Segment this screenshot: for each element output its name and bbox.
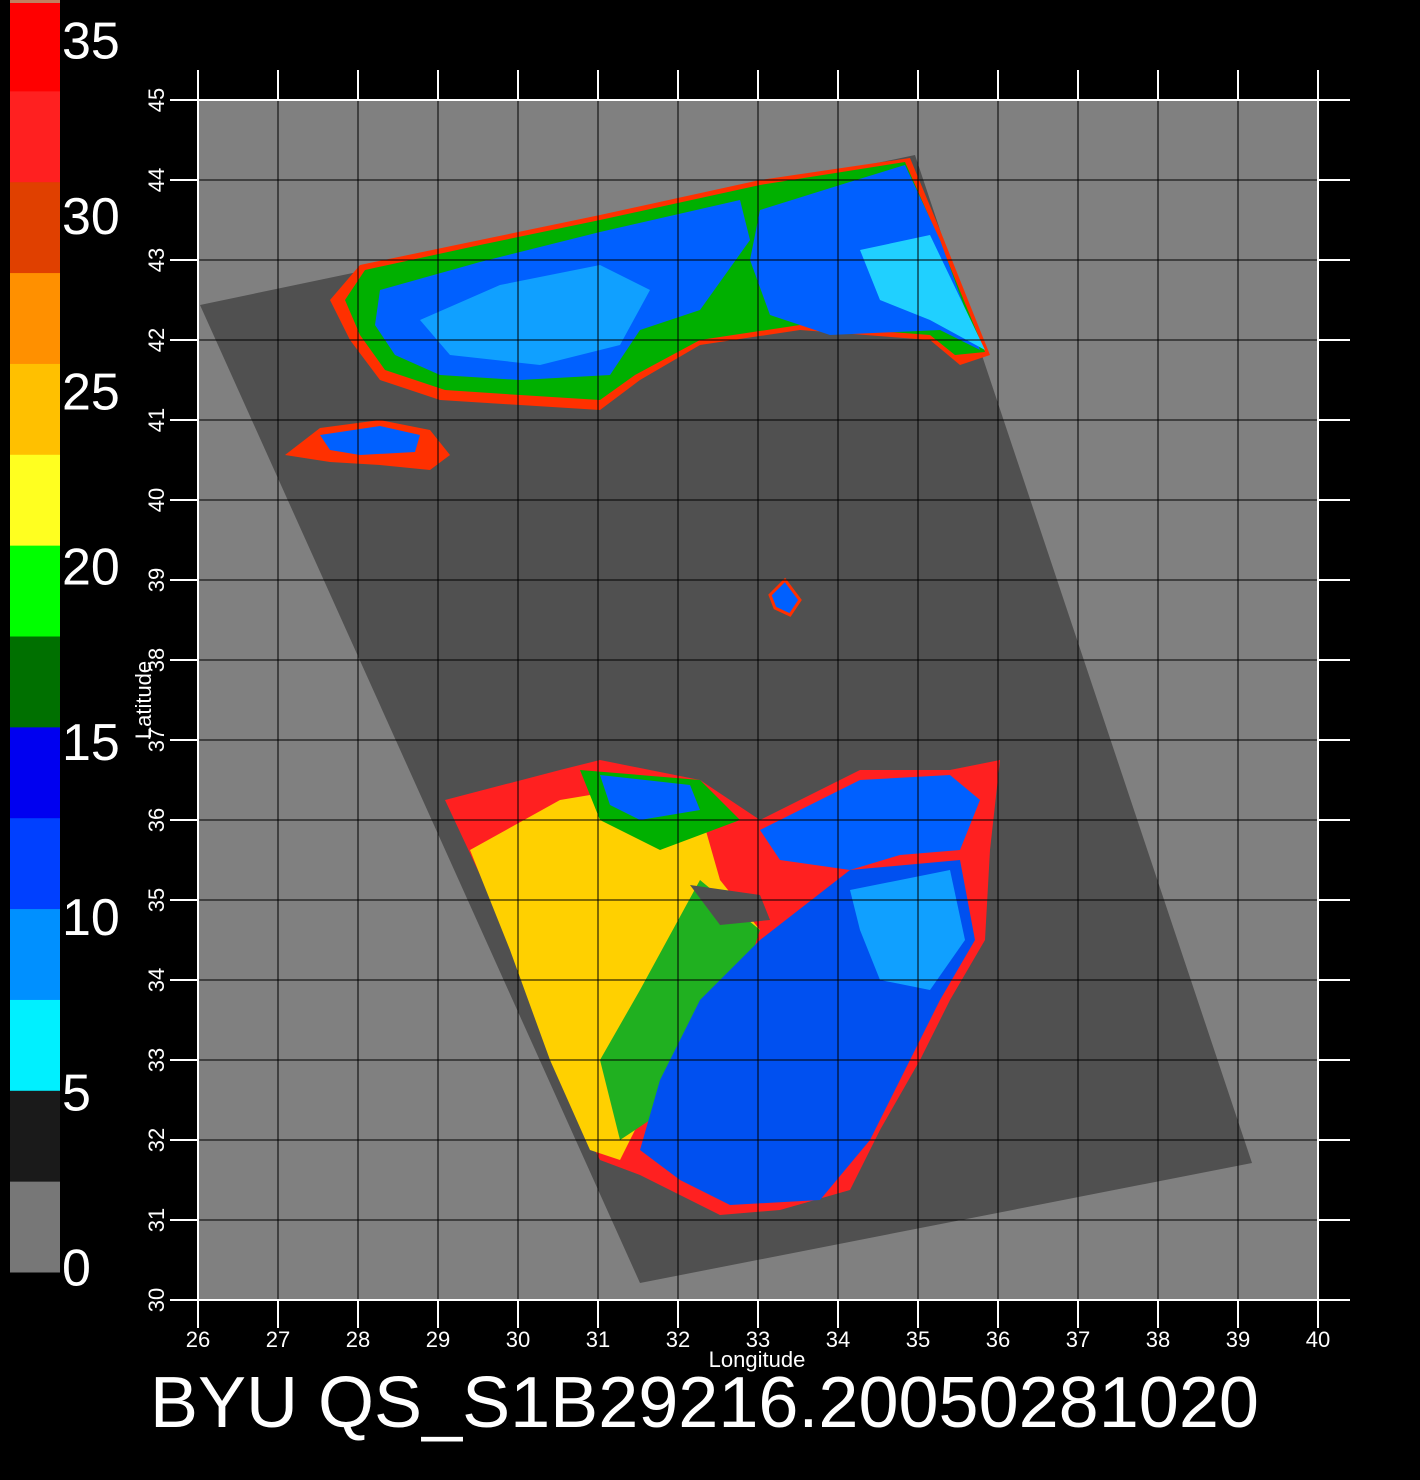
y-tick-label: 36 (144, 808, 169, 832)
wind-region (768, 577, 802, 617)
x-tick-label: 39 (1226, 1327, 1250, 1352)
y-tick-label: 32 (144, 1128, 169, 1152)
land-gap (690, 885, 770, 925)
x-tick-label: 40 (1306, 1327, 1330, 1352)
title: BYU QS_S1B29216.20050281020 (150, 1363, 1259, 1443)
x-tick-label: 34 (826, 1327, 850, 1352)
x-tick-label: 31 (586, 1327, 610, 1352)
x-tick-label: 33 (746, 1327, 770, 1352)
y-tick-label: 40 (144, 488, 169, 512)
colorbar-segment (10, 1090, 60, 1182)
swath (200, 155, 1252, 1283)
y-tick-label: 42 (144, 328, 169, 352)
colorbar-segment (10, 363, 60, 455)
colorbar-segment (10, 817, 60, 910)
y-tick-label: 35 (144, 888, 169, 912)
y-tick-label: 30 (144, 1288, 169, 1312)
colorbar-segment (10, 1181, 60, 1273)
x-tick-label: 26 (186, 1327, 210, 1352)
plot-frame (197, 99, 1319, 1301)
colorbar-tick-label: 5 (62, 1064, 91, 1122)
wind-region (600, 775, 700, 820)
y-tick-label: 37 (144, 728, 169, 752)
colorbar-segment (10, 726, 60, 819)
x-tick-label: 27 (266, 1327, 290, 1352)
y-tick-label: 31 (144, 1208, 169, 1232)
colorbar-tick-label: 15 (62, 714, 120, 772)
y-tick-label: 41 (144, 408, 169, 432)
colorbar-tick-label: 25 (62, 363, 120, 421)
wind-region (600, 880, 760, 1140)
x-tick-label: 36 (986, 1327, 1010, 1352)
y-tick-label: 34 (144, 968, 169, 992)
wind-region (470, 790, 760, 1160)
colorbar-segment (10, 181, 60, 274)
colorbar-tick-label: 0 (62, 1240, 91, 1298)
x-tick-label: 35 (906, 1327, 930, 1352)
y-tick-label: 44 (144, 168, 169, 192)
y-tick-label: 43 (144, 248, 169, 272)
colorbar-top (10, 0, 60, 3)
y-axis-label: Latitude (131, 661, 156, 739)
x-axis-label: Longitude (709, 1347, 806, 1372)
x-tick-label: 37 (1066, 1327, 1090, 1352)
x-tick-label: 30 (506, 1327, 530, 1352)
x-tick-label: 38 (1146, 1327, 1170, 1352)
wind-region (860, 235, 985, 350)
wind-region (320, 426, 420, 455)
y-tick-label: 45 (144, 88, 169, 112)
x-tick-label: 32 (666, 1327, 690, 1352)
colorbar-tick-label: 20 (62, 539, 120, 597)
colorbar-segment (10, 636, 60, 728)
colorbar-segment (10, 454, 60, 546)
x-tick-label: 29 (426, 1327, 450, 1352)
colorbar-segment (10, 90, 60, 183)
colorbar-segment (10, 908, 60, 1000)
colorbar-segment (10, 272, 60, 364)
colorbar-tick-label: 10 (62, 889, 120, 947)
colorbar-segment (10, 999, 60, 1091)
y-tick-label: 39 (144, 568, 169, 592)
grid: 26 27 28 29 30 31 32 33 34 35 36 37 38 39 40 30 31 32 33 34… (144, 70, 1350, 1352)
colorbar-segment (10, 0, 60, 92)
wind-region (760, 775, 980, 870)
x-tick-label: 28 (346, 1327, 370, 1352)
colorbar-tick-label: 35 (62, 13, 120, 71)
colorbar-tick-label: 30 (62, 188, 120, 246)
y-tick-label: 33 (144, 1048, 169, 1072)
y-tick-label: 38 (144, 648, 169, 672)
colorbar: 0 5 10 15 20 25 30 35 (10, 0, 120, 1298)
colorbar-segment (10, 545, 60, 637)
